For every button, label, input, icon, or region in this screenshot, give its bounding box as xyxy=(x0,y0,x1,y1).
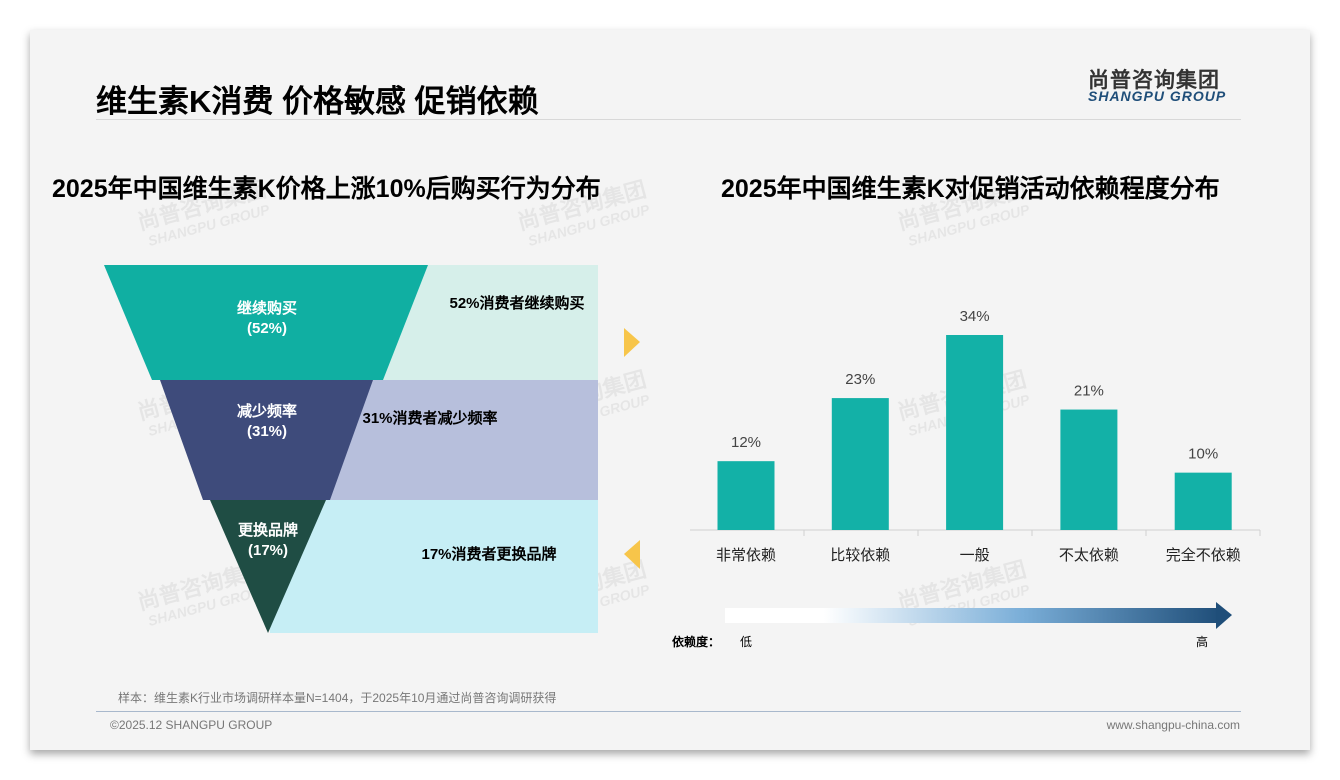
bar xyxy=(1060,409,1118,530)
data-label: 34% xyxy=(960,308,990,325)
logo-en: SHANGPU GROUP xyxy=(1088,88,1227,104)
page-title: 维生素K消费 价格敏感 促销依赖 xyxy=(96,84,539,119)
scale-high-label: 高 xyxy=(1196,634,1208,649)
footer-divider xyxy=(96,711,1241,712)
funnel-stage-value: (31%) xyxy=(247,423,287,440)
funnel-stage-desc: 52%消费者继续购买 xyxy=(449,294,584,312)
data-label: 21% xyxy=(1074,383,1104,400)
scale-arrowhead-icon xyxy=(1216,602,1232,629)
funnel-title: 2025年中国维生素K价格上涨10%后购买行为分布 xyxy=(52,175,601,203)
x-tick-label: 不太依赖 xyxy=(1059,547,1119,564)
x-tick-label: 完全不依赖 xyxy=(1166,546,1241,564)
data-label: 10% xyxy=(1188,446,1218,463)
bar xyxy=(717,461,775,530)
funnel-stage xyxy=(104,265,428,380)
dependence-scale-bar xyxy=(725,608,1220,623)
funnel-stage-label: 更换品牌 xyxy=(238,521,298,539)
data-label: 23% xyxy=(845,371,875,388)
funnel-stage-label: 减少频率 xyxy=(237,402,297,420)
bar xyxy=(831,398,889,530)
funnel-stage xyxy=(160,380,373,500)
copyright: ©2025.12 SHANGPU GROUP xyxy=(110,718,273,732)
funnel-stage-label: 继续购买 xyxy=(237,299,297,317)
funnel-panel xyxy=(270,500,598,633)
website: www.shangpu-china.com xyxy=(1106,718,1240,732)
scale-low-label: 低 xyxy=(740,635,752,649)
x-tick-label: 非常依赖 xyxy=(716,547,776,564)
bar xyxy=(946,335,1004,530)
sample-note: 样本：维生素K行业市场调研样本量N=1404，于2025年10月通过尚普咨询调研… xyxy=(118,691,557,705)
funnel-stage xyxy=(210,500,326,633)
funnel-stage-value: (52%) xyxy=(247,320,287,337)
funnel-stage-desc: 17%消费者更换品牌 xyxy=(421,545,556,563)
funnel-panel xyxy=(330,380,598,500)
x-tick-label: 一般 xyxy=(960,547,990,564)
scale-label: 依赖度： xyxy=(672,634,720,649)
x-tick-label: 比较依赖 xyxy=(830,546,890,564)
arrow-right-icon xyxy=(624,328,640,357)
funnel-stage-desc: 31%消费者减少频率 xyxy=(362,409,497,427)
bar-chart-title: 2025年中国维生素K对促销活动依赖程度分布 xyxy=(721,175,1220,203)
funnel-stage-value: (17%) xyxy=(248,542,288,559)
header-divider xyxy=(96,119,1241,120)
logo-cn: 尚普咨询集团 xyxy=(1088,69,1220,92)
data-label: 12% xyxy=(731,434,761,451)
bar xyxy=(1174,472,1232,530)
arrow-left-icon xyxy=(624,540,640,569)
